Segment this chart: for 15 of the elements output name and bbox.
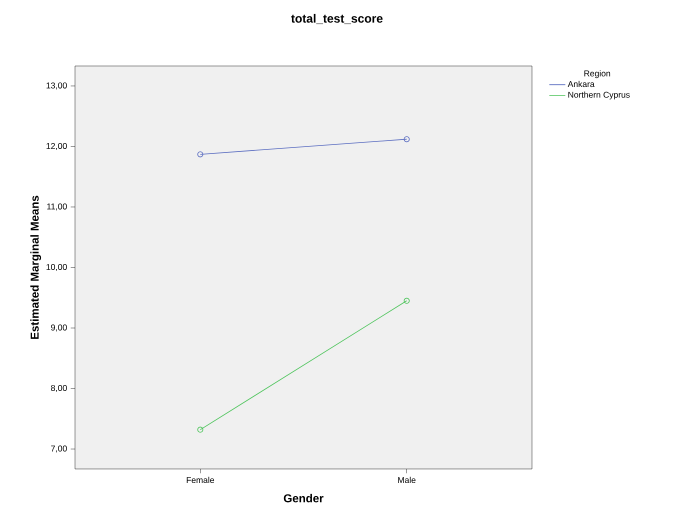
y-tick-label: 13,00: [46, 82, 67, 90]
x-axis-title: Gender: [284, 494, 324, 502]
y-tick-label: 7,00: [51, 446, 67, 453]
y-tick-label: 11,00: [47, 203, 67, 210]
chart-title: total_test_score: [291, 14, 383, 24]
y-tick-label: 10,00: [46, 264, 67, 271]
legend-label: Ankara: [568, 80, 595, 88]
y-tick-label: 8,00: [51, 385, 67, 392]
legend-title: Region: [584, 70, 610, 78]
y-tick-label: 12,00: [46, 142, 67, 150]
y-axis-title: Estimated Marginal Means: [30, 196, 42, 339]
x-tick-label: Female: [186, 476, 214, 484]
y-tick-label: 9,00: [51, 324, 67, 332]
legend-label: Northern Cyprus: [568, 92, 630, 100]
x-tick-label: Male: [398, 476, 416, 484]
